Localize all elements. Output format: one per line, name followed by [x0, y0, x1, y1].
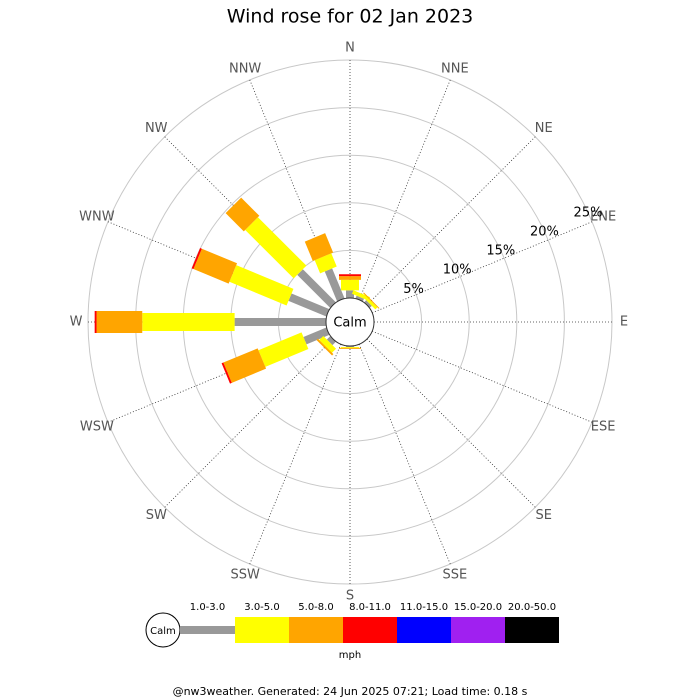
bar-segment	[223, 348, 267, 383]
direction-label: ESE	[591, 419, 616, 434]
direction-label: SW	[146, 508, 167, 523]
legend-swatch	[505, 617, 559, 643]
ring-label: 20%	[530, 225, 559, 240]
spoke	[358, 79, 451, 300]
bar-segment	[324, 268, 345, 302]
bar-segment	[346, 290, 354, 298]
bar-segment	[339, 276, 361, 280]
spoke	[249, 344, 342, 565]
bar-segment	[225, 197, 260, 232]
direction-label: NNW	[229, 61, 261, 76]
spoke	[164, 338, 334, 508]
ring-label: 5%	[403, 282, 424, 297]
spoke	[372, 221, 593, 314]
legend-swatch	[289, 617, 343, 643]
spoke	[358, 344, 451, 565]
direction-label: ENE	[590, 210, 616, 225]
direction-label: W	[70, 315, 83, 330]
bar-segment	[364, 300, 372, 308]
legend-label: 5.0-8.0	[298, 602, 333, 613]
legend-label: 8.0-11.0	[349, 602, 391, 613]
direction-label: NE	[535, 121, 553, 136]
bar-segment	[355, 295, 364, 302]
bar-segment	[363, 292, 380, 309]
bar-segment	[339, 274, 361, 277]
bar-segment	[191, 248, 202, 270]
ring-label: 15%	[486, 244, 515, 259]
legend-label: 1.0-3.0	[190, 602, 225, 613]
legend-calm-label: Calm	[150, 626, 176, 637]
legend-label: 20.0-50.0	[508, 602, 556, 613]
legend-label: 15.0-20.0	[454, 602, 502, 613]
legend-label: 3.0-5.0	[244, 602, 279, 613]
legend-swatch	[451, 617, 505, 643]
bar-segment	[297, 269, 336, 308]
bar-segment	[288, 293, 330, 317]
direction-label: WNW	[79, 210, 115, 225]
bar-segment	[316, 338, 334, 356]
direction-label: SE	[536, 508, 552, 523]
bar-segment	[314, 253, 337, 274]
bar-segment	[304, 233, 334, 261]
legend-label: 11.0-15.0	[400, 602, 448, 613]
bar-segment	[339, 347, 361, 349]
legend-swatch	[180, 626, 235, 634]
spoke	[372, 330, 593, 423]
calm-label: Calm	[333, 316, 366, 331]
bar-segment	[362, 294, 378, 310]
bar-segment	[229, 265, 294, 306]
bar-segment	[245, 217, 307, 279]
direction-label: S	[346, 589, 354, 604]
footer: @nw3weather. Generated: 24 Jun 2025 07:2…	[173, 685, 528, 698]
bar-segment	[326, 336, 336, 346]
bar-segment	[193, 248, 238, 284]
legend-swatch	[343, 617, 397, 643]
bar-segment	[221, 362, 232, 384]
legend-swatch	[397, 617, 451, 643]
spoke	[366, 338, 536, 508]
bar-segment	[258, 332, 309, 367]
direction-label: SSW	[230, 568, 260, 583]
direction-label: NNE	[441, 61, 469, 76]
direction-label: E	[620, 315, 628, 330]
direction-label: N	[345, 41, 355, 56]
legend-swatch	[235, 617, 289, 643]
bar-segment	[341, 279, 359, 291]
bar-segment	[142, 313, 235, 331]
direction-label: WSW	[80, 419, 114, 434]
ring-label: 25%	[574, 205, 603, 220]
unit-label: mph	[339, 650, 361, 661]
chart-title: Wind rose for 02 Jan 2023	[227, 6, 474, 28]
direction-label: SSE	[442, 568, 467, 583]
bar-segment	[341, 346, 359, 348]
bar-segment	[94, 311, 97, 333]
spoke	[366, 136, 536, 306]
bar-segment	[303, 327, 330, 345]
bar-segment	[319, 335, 337, 353]
bar-segment	[96, 311, 143, 333]
bar-segment	[234, 318, 326, 326]
calm-circle	[325, 297, 375, 347]
ring-label: 10%	[443, 263, 472, 278]
direction-label: NW	[145, 121, 168, 136]
